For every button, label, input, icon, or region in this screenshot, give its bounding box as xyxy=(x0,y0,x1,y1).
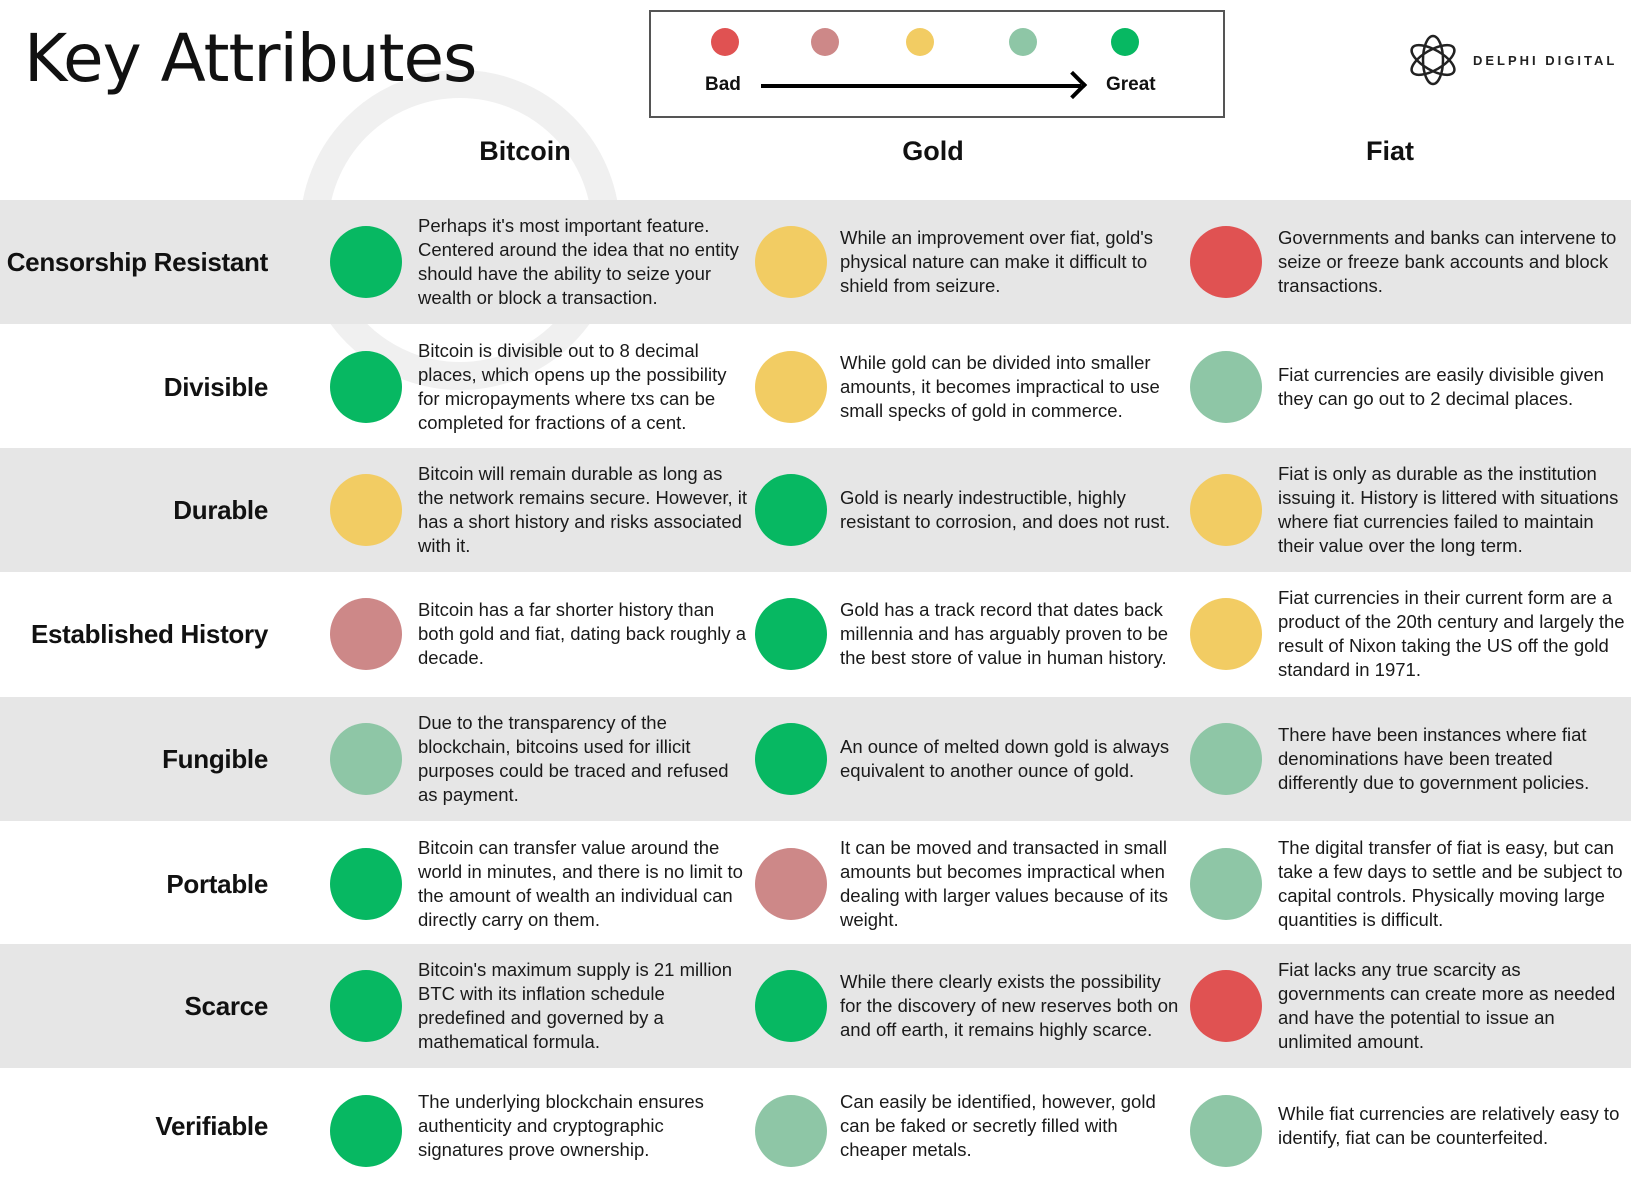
description-gold: While gold can be divided into smaller a… xyxy=(840,352,1160,421)
rating-dot-gold xyxy=(755,351,827,423)
description-bitcoin: Due to the transparency of the blockchai… xyxy=(418,712,729,805)
rating-dot-bitcoin xyxy=(330,1095,402,1167)
attribute-label: Portable xyxy=(166,868,268,899)
legend-great-label: Great xyxy=(1106,74,1156,95)
rating-dot-gold xyxy=(755,970,827,1042)
description-bitcoin: Bitcoin is divisible out to 8 decimal pl… xyxy=(418,340,727,433)
attribute-label: Durable xyxy=(173,494,268,525)
rating-dot-fiat xyxy=(1190,1095,1262,1167)
legend-dot-4 xyxy=(1009,28,1037,56)
table-row: Fungible Due to the transparency of the b… xyxy=(0,697,1631,821)
rating-dot-gold xyxy=(755,474,827,546)
description-fiat: While fiat currencies are relatively eas… xyxy=(1278,1103,1620,1148)
description-bitcoin: Perhaps it's most important feature. Cen… xyxy=(418,215,739,308)
description-bitcoin: Bitcoin will remain durable as long as t… xyxy=(418,463,748,556)
rating-dot-fiat xyxy=(1190,474,1262,546)
delphi-digital-logo: DELPHI DIGITAL xyxy=(1405,30,1617,90)
description-fiat: Fiat currencies are easily divisible giv… xyxy=(1278,364,1604,409)
legend-bad-label: Bad xyxy=(705,74,741,95)
rating-dot-gold xyxy=(755,598,827,670)
rating-legend: Bad Great xyxy=(649,10,1225,118)
table-row: Verifiable The underlying blockchain ensu… xyxy=(0,1069,1631,1183)
attribute-label: Fungible xyxy=(162,743,268,774)
attribute-label: Censorship Resistant xyxy=(6,246,269,277)
description-bitcoin: Bitcoin's maximum supply is 21 million B… xyxy=(418,959,733,1052)
rating-dot-fiat xyxy=(1190,598,1262,670)
rating-dot-fiat xyxy=(1190,226,1262,298)
description-bitcoin: Bitcoin can transfer value around the wo… xyxy=(418,837,743,930)
description-fiat: The digital transfer of fiat is easy, bu… xyxy=(1278,837,1623,930)
rating-dot-bitcoin xyxy=(330,474,402,546)
arrow-right-icon xyxy=(761,84,1081,88)
rating-dot-gold xyxy=(755,1095,827,1167)
legend-dot-3 xyxy=(906,28,934,56)
description-fiat: Governments and banks can intervene to s… xyxy=(1278,227,1617,296)
description-fiat: Fiat lacks any true scarcity as governme… xyxy=(1278,959,1616,1052)
legend-dot-5 xyxy=(1111,28,1139,56)
attribute-label: Scarce xyxy=(184,990,269,1021)
delphi-logo-icon xyxy=(1410,34,1456,86)
table-row: Established History Bitcoin has a far sho… xyxy=(0,572,1631,696)
description-fiat: Fiat currencies in their current form ar… xyxy=(1278,587,1625,680)
column-header-fiat: Fiat xyxy=(1365,136,1414,166)
description-gold: An ounce of melted down gold is always e… xyxy=(840,736,1170,781)
rating-dot-bitcoin xyxy=(330,598,402,670)
rating-dot-bitcoin xyxy=(330,970,402,1042)
rating-dot-bitcoin xyxy=(330,723,402,795)
table-row: Divisible Bitcoin is divisible out to 8 d… xyxy=(0,325,1631,449)
description-gold: Gold is nearly indestructible, highly re… xyxy=(840,487,1171,532)
table-row: Scarce Bitcoin's maximum supply is 21 mil… xyxy=(0,944,1631,1068)
rating-dot-gold xyxy=(755,723,827,795)
legend-dot-1 xyxy=(711,28,739,56)
rating-dot-fiat xyxy=(1190,970,1262,1042)
description-fiat: Fiat is only as durable as the instituti… xyxy=(1278,463,1619,556)
attribute-label: Divisible xyxy=(163,371,269,402)
rating-dot-bitcoin xyxy=(330,226,402,298)
description-fiat: There have been instances where fiat den… xyxy=(1278,724,1590,793)
column-header-bitcoin: Bitcoin xyxy=(479,136,571,166)
rating-dot-fiat xyxy=(1190,723,1262,795)
rating-dot-gold xyxy=(755,848,827,920)
table-row: Censorship Resistant Perhaps it's most im… xyxy=(0,200,1631,324)
legend-dot-2 xyxy=(811,28,839,56)
rating-dot-bitcoin xyxy=(330,351,402,423)
rating-dot-fiat xyxy=(1190,848,1262,920)
description-gold: Gold has a track record that dates back … xyxy=(840,599,1169,668)
table-row: Portable Bitcoin can transfer value aroun… xyxy=(0,822,1631,946)
table-row: Durable Bitcoin will remain durable as lo… xyxy=(0,448,1631,572)
logo-text: DELPHI DIGITAL xyxy=(1473,52,1618,68)
page-title: Key Attributes xyxy=(24,20,477,97)
description-gold: It can be moved and transacted in small … xyxy=(840,837,1169,930)
description-bitcoin: The underlying blockchain ensures authen… xyxy=(418,1091,704,1160)
column-header-gold: Gold xyxy=(902,136,964,166)
description-gold: Can easily be identified, however, gold … xyxy=(840,1091,1156,1160)
description-gold: While an improvement over fiat, gold's p… xyxy=(840,227,1154,296)
attribute-label: Established History xyxy=(30,618,268,649)
description-gold: While there clearly exists the possibili… xyxy=(840,971,1179,1040)
rating-dot-bitcoin xyxy=(330,848,402,920)
rating-dot-gold xyxy=(755,226,827,298)
description-bitcoin: Bitcoin has a far shorter history than b… xyxy=(418,599,747,668)
attribute-label: Verifiable xyxy=(155,1110,268,1141)
rating-dot-fiat xyxy=(1190,351,1262,423)
